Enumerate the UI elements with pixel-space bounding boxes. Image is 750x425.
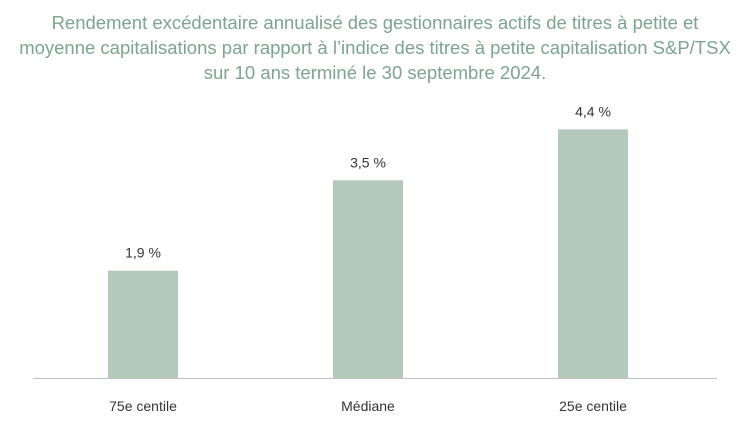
chart-title-line-3: sur 10 ans terminé le 30 septembre 2024. (203, 62, 547, 83)
bar-3 (558, 129, 628, 378)
value-label-1: 1,9 % (125, 245, 161, 261)
chart-title-line-2: moyenne capitalisations par rapport à l’… (19, 37, 731, 58)
tick-label-1: 75e centile (109, 398, 177, 414)
chart-title: Rendement excédentaire annualisé des ges… (0, 10, 750, 85)
bar-2 (333, 180, 403, 378)
tick-label-3: 25e centile (559, 398, 627, 414)
tick-label-2: Médiane (341, 398, 395, 414)
bar-1 (108, 270, 178, 378)
value-label-2: 3,5 % (350, 154, 386, 170)
chart-title-line-1: Rendement excédentaire annualisé des ges… (51, 12, 699, 33)
value-label-3: 4,4 % (575, 103, 611, 119)
